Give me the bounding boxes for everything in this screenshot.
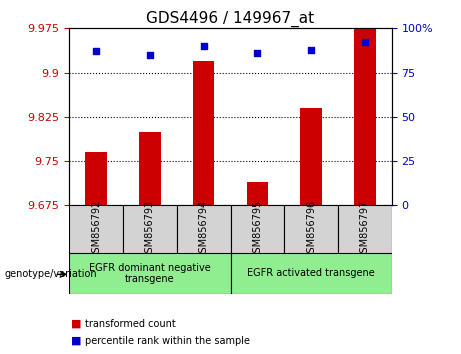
Point — [361, 40, 369, 45]
Title: GDS4496 / 149967_at: GDS4496 / 149967_at — [147, 11, 314, 27]
Text: GSM856795: GSM856795 — [252, 200, 262, 259]
Text: EGFR activated transgene: EGFR activated transgene — [247, 268, 375, 279]
Text: GSM856797: GSM856797 — [360, 200, 370, 259]
Bar — [69, 253, 230, 294]
Bar — [284, 205, 338, 253]
Text: percentile rank within the sample: percentile rank within the sample — [85, 336, 250, 346]
Text: GSM856794: GSM856794 — [199, 200, 209, 259]
Text: GSM856793: GSM856793 — [145, 200, 155, 259]
Point — [254, 50, 261, 56]
Bar — [301, 108, 322, 205]
Text: EGFR dominant negative
transgene: EGFR dominant negative transgene — [89, 263, 211, 284]
Text: ■: ■ — [71, 319, 82, 329]
Bar — [123, 205, 177, 253]
Bar — [230, 205, 284, 253]
Point — [200, 43, 207, 49]
Bar — [193, 61, 214, 205]
Bar — [354, 28, 376, 205]
Bar — [247, 182, 268, 205]
Bar — [230, 253, 392, 294]
Bar — [69, 205, 123, 253]
Point — [146, 52, 154, 58]
Bar — [139, 132, 160, 205]
Text: transformed count: transformed count — [85, 319, 176, 329]
Text: genotype/variation: genotype/variation — [5, 269, 97, 279]
Text: ■: ■ — [71, 336, 82, 346]
Point — [307, 47, 315, 52]
Text: GSM856792: GSM856792 — [91, 200, 101, 259]
Text: GSM856796: GSM856796 — [306, 200, 316, 259]
Bar — [177, 205, 230, 253]
Bar — [85, 152, 107, 205]
Bar — [338, 205, 392, 253]
Point — [92, 48, 100, 54]
